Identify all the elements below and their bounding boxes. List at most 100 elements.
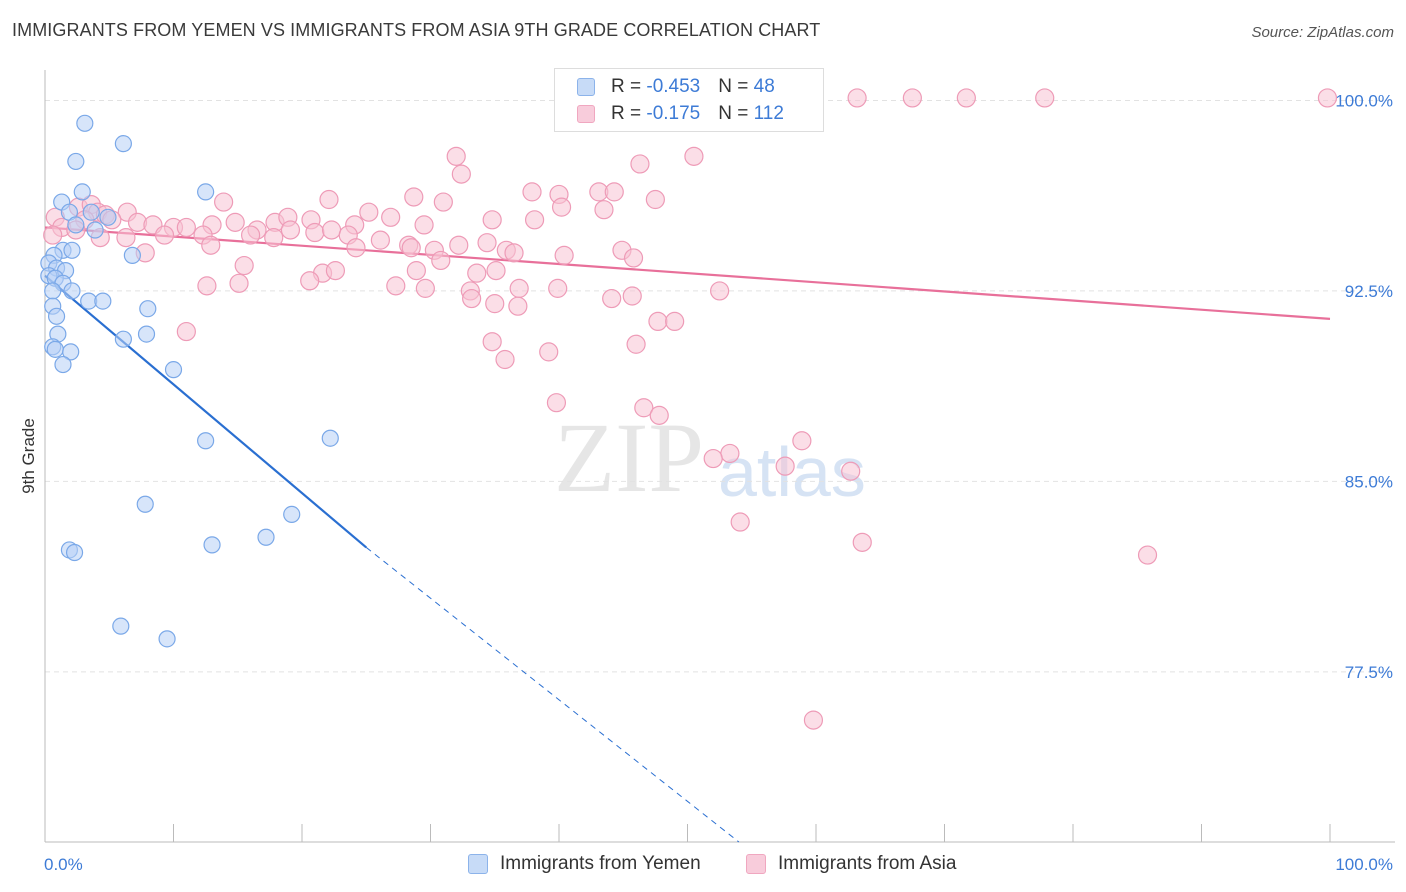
- legend-swatch-yemen: [577, 78, 595, 96]
- point-asia: [370, 230, 390, 250]
- point-asia: [225, 212, 245, 232]
- legend-n-label-yemen: N =: [718, 76, 754, 97]
- point-yemen: [99, 208, 117, 226]
- point-asia: [522, 182, 542, 202]
- point-asia: [649, 405, 669, 425]
- point-yemen: [86, 221, 104, 239]
- point-asia: [645, 189, 665, 210]
- point-yemen: [112, 617, 130, 635]
- point-asia: [841, 461, 861, 481]
- y-tick-label: 85.0%: [1345, 472, 1393, 491]
- point-yemen: [65, 543, 84, 562]
- point-yemen: [94, 292, 112, 310]
- point-asia: [508, 296, 528, 316]
- legend-r-label-asia: R =: [611, 103, 647, 124]
- point-asia: [602, 288, 622, 309]
- point-asia: [548, 278, 568, 298]
- point-asia: [201, 235, 221, 255]
- point-asia: [630, 154, 650, 174]
- gridlines: [45, 99, 1395, 673]
- point-asia: [902, 88, 922, 108]
- point-asia: [229, 273, 249, 293]
- point-asia: [116, 228, 136, 248]
- point-asia: [346, 238, 366, 258]
- point-yemen: [257, 528, 275, 546]
- point-asia: [414, 215, 434, 235]
- legend-n-value-yemen: 48: [753, 76, 775, 97]
- point-yemen: [197, 183, 215, 201]
- point-asia: [467, 263, 487, 283]
- legend-r-label-yemen: R =: [611, 76, 647, 97]
- watermark-zip: ZIP: [554, 402, 704, 513]
- point-asia: [401, 238, 421, 258]
- legend-n-value-asia: 112: [753, 103, 784, 124]
- point-asia: [449, 235, 469, 255]
- point-yemen: [44, 282, 62, 300]
- legend-swatch-asia: [577, 105, 595, 123]
- point-yemen: [62, 343, 80, 361]
- point-yemen: [136, 495, 154, 513]
- point-yemen: [82, 203, 100, 221]
- trendline-yemen-extension: [365, 547, 740, 843]
- point-asia: [551, 197, 572, 217]
- point-asia: [852, 532, 872, 552]
- point-asia: [1317, 88, 1338, 108]
- point-yemen: [137, 325, 156, 343]
- legend-row-yemen: R = -0.453 N = 48: [577, 75, 775, 99]
- point-yemen: [321, 429, 339, 447]
- point-asia: [234, 255, 254, 276]
- point-asia: [509, 278, 529, 298]
- point-asia: [539, 342, 559, 362]
- point-asia: [406, 261, 426, 281]
- point-yemen: [197, 432, 215, 450]
- chart-title: IMMIGRANTS FROM YEMEN VS IMMIGRANTS FROM…: [12, 20, 821, 40]
- point-asia: [43, 225, 63, 245]
- point-asia: [482, 332, 502, 352]
- point-asia: [197, 276, 217, 296]
- point-asia: [626, 334, 646, 354]
- point-asia: [359, 202, 379, 222]
- point-yemen: [67, 216, 85, 234]
- point-yemen: [46, 340, 64, 358]
- y-tick-label: 77.5%: [1345, 663, 1393, 682]
- point-yemen: [123, 246, 141, 264]
- point-asia: [720, 443, 740, 464]
- point-asia: [280, 220, 301, 240]
- point-asia: [803, 710, 824, 730]
- point-asia: [775, 456, 795, 476]
- point-asia: [622, 286, 642, 306]
- point-asia: [264, 228, 284, 248]
- point-yemen: [63, 282, 81, 300]
- point-asia: [623, 248, 644, 268]
- point-asia: [554, 245, 574, 265]
- trendlines: [44, 226, 1331, 843]
- point-asia: [684, 146, 704, 166]
- point-asia: [847, 88, 867, 108]
- point-asia: [710, 281, 730, 301]
- bottom-legend-asia: Immigrants from Asia: [746, 852, 956, 876]
- point-asia: [319, 189, 339, 210]
- bottom-legend-yemen: Immigrants from Yemen: [468, 852, 701, 876]
- bottom-legend-label-yemen: Immigrants from Yemen: [500, 853, 701, 874]
- point-yemen: [158, 630, 176, 648]
- point-asia: [462, 288, 482, 309]
- legend-row-asia: R = -0.175 N = 112: [577, 102, 784, 126]
- point-yemen: [139, 300, 157, 318]
- point-asia: [495, 349, 515, 370]
- point-asia: [1035, 88, 1055, 108]
- bottom-legend-swatch-asia: [746, 854, 766, 874]
- point-asia: [482, 210, 502, 230]
- y-axis-title: 9th Grade: [19, 418, 38, 494]
- point-asia: [504, 243, 524, 263]
- point-yemen: [54, 355, 72, 374]
- point-asia: [1137, 545, 1158, 565]
- point-asia: [386, 276, 406, 296]
- legend-r-value-asia: -0.175: [646, 103, 701, 124]
- legend-n-label-asia: N =: [718, 103, 754, 124]
- bottom-legend-swatch-yemen: [468, 854, 488, 874]
- point-asia: [956, 88, 976, 108]
- x-tick-label: 100.0%: [1335, 855, 1393, 874]
- point-asia: [404, 187, 424, 207]
- point-yemen: [63, 241, 81, 259]
